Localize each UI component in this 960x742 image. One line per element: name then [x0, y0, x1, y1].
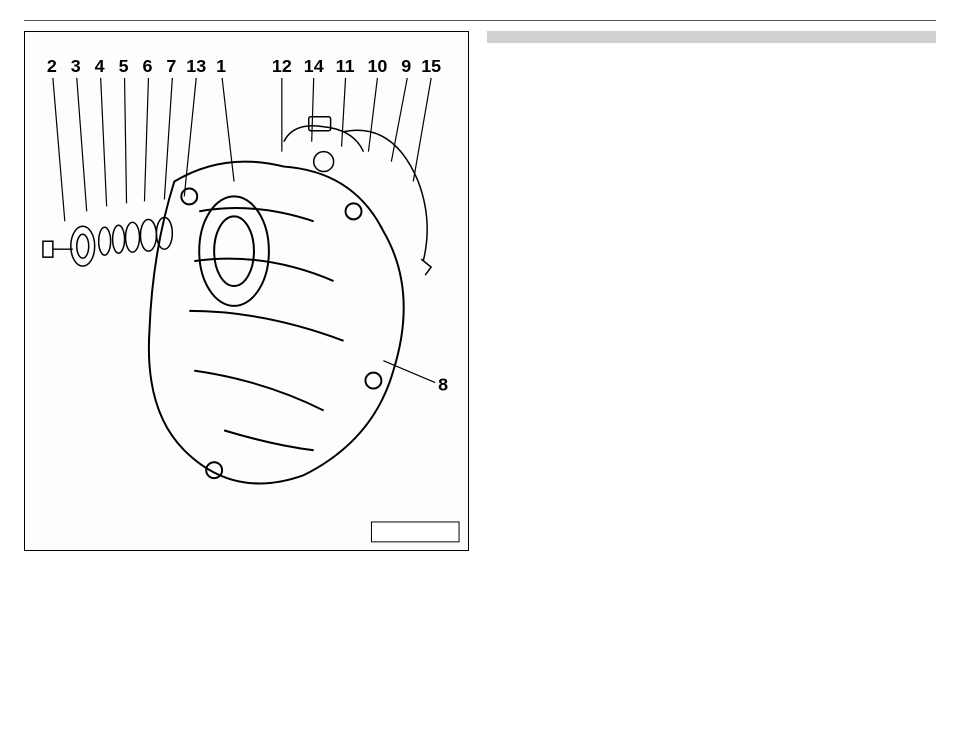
section-title: [487, 31, 936, 43]
page-content: 2 3 4 5 6 7 13 1 12 14 11 10 9 15: [0, 0, 960, 551]
page-header: [24, 12, 936, 20]
callout-2: 2: [47, 56, 57, 76]
callout-12: 12: [272, 56, 292, 76]
callout-6: 6: [142, 56, 152, 76]
callout-15: 15: [421, 56, 441, 76]
exploded-diagram: 2 3 4 5 6 7 13 1 12 14 11 10 9 15: [24, 31, 469, 551]
callout-5: 5: [119, 56, 129, 76]
callout-10: 10: [367, 56, 387, 76]
callout-1: 1: [216, 56, 226, 76]
content-row: 2 3 4 5 6 7 13 1 12 14 11 10 9 15: [24, 31, 936, 551]
text-column: [487, 31, 936, 551]
callout-13: 13: [186, 56, 206, 76]
header-divider: [24, 20, 936, 21]
callout-4: 4: [95, 56, 105, 76]
callout-8: 8: [438, 375, 448, 395]
callout-3: 3: [71, 56, 81, 76]
callout-11: 11: [336, 56, 355, 76]
callout-9: 9: [401, 56, 411, 76]
callout-14: 14: [304, 56, 324, 76]
callout-7: 7: [166, 56, 176, 76]
